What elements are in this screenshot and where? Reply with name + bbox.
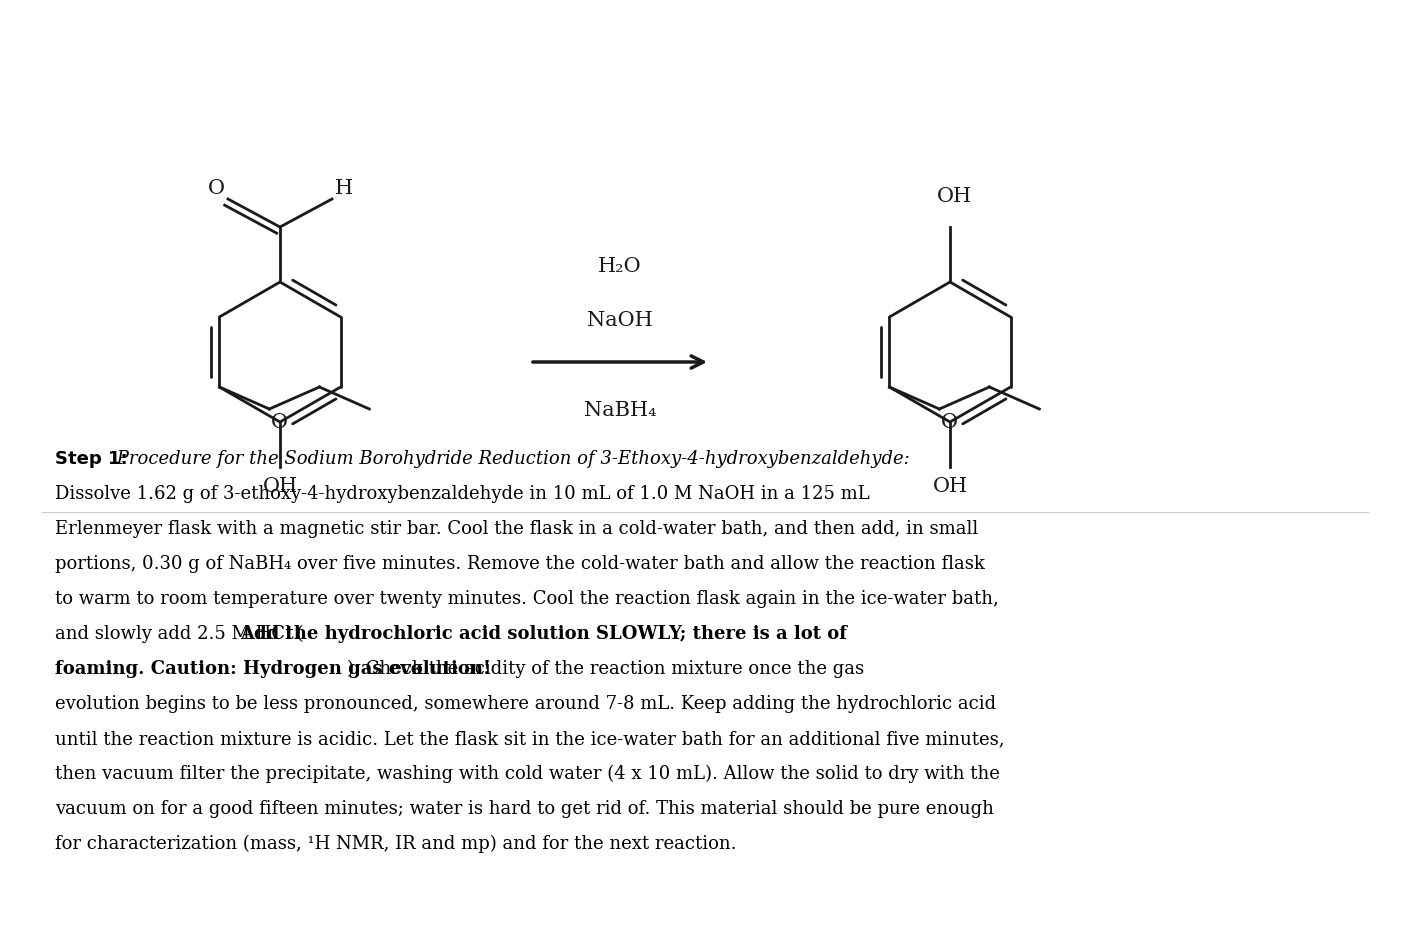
Text: H: H: [336, 180, 352, 199]
Text: evolution begins to be less pronounced, somewhere around 7-8 mL. Keep adding the: evolution begins to be less pronounced, …: [55, 695, 995, 713]
Text: Add the hydrochloric acid solution SLOWLY; there is a lot of: Add the hydrochloric acid solution SLOWL…: [240, 625, 847, 643]
Text: NaBH₄: NaBH₄: [584, 400, 656, 419]
Text: OH: OH: [936, 187, 971, 206]
Text: OH: OH: [262, 478, 298, 496]
Text: O: O: [207, 180, 224, 199]
Text: for characterization (mass, ¹H NMR, IR and mp) and for the next reaction.: for characterization (mass, ¹H NMR, IR a…: [55, 835, 736, 853]
Text: foaming. Caution: Hydrogen gas evolution!: foaming. Caution: Hydrogen gas evolution…: [55, 660, 491, 678]
Text: and slowly add 2.5 M HCl (: and slowly add 2.5 M HCl (: [55, 625, 303, 643]
Text: Procedure for the Sodium Borohydride Reduction of 3-Ethoxy-4-hydroxybenzaldehyde: Procedure for the Sodium Borohydride Red…: [111, 450, 911, 468]
Text: then vacuum filter the precipitate, washing with cold water (4 x 10 mL). Allow t: then vacuum filter the precipitate, wash…: [55, 765, 1000, 783]
Text: to warm to room temperature over twenty minutes. Cool the reaction flask again i: to warm to room temperature over twenty …: [55, 590, 998, 608]
Text: until the reaction mixture is acidic. Let the flask sit in the ice-water bath fo: until the reaction mixture is acidic. Le…: [55, 730, 1004, 748]
Text: Dissolve 1.62 g of 3-ethoxy-4-hydroxybenzaldehyde in 10 mL of 1.0 M NaOH in a 12: Dissolve 1.62 g of 3-ethoxy-4-hydroxyben…: [55, 485, 870, 503]
Text: NaOH: NaOH: [587, 311, 653, 330]
Text: O: O: [271, 414, 288, 432]
Text: vacuum on for a good fifteen minutes; water is hard to get rid of. This material: vacuum on for a good fifteen minutes; wa…: [55, 800, 994, 818]
Text: ). Check the acidity of the reaction mixture once the gas: ). Check the acidity of the reaction mix…: [347, 660, 864, 678]
Text: portions, 0.30 g of NaBH₄ over five minutes. Remove the cold-water bath and allo: portions, 0.30 g of NaBH₄ over five minu…: [55, 555, 984, 573]
Text: OH: OH: [932, 478, 967, 496]
Text: Step 1:: Step 1:: [55, 450, 128, 468]
Text: Erlenmeyer flask with a magnetic stir bar. Cool the flask in a cold-water bath, : Erlenmeyer flask with a magnetic stir ba…: [55, 520, 979, 538]
Text: H₂O: H₂O: [598, 257, 642, 277]
Text: O: O: [940, 414, 957, 432]
